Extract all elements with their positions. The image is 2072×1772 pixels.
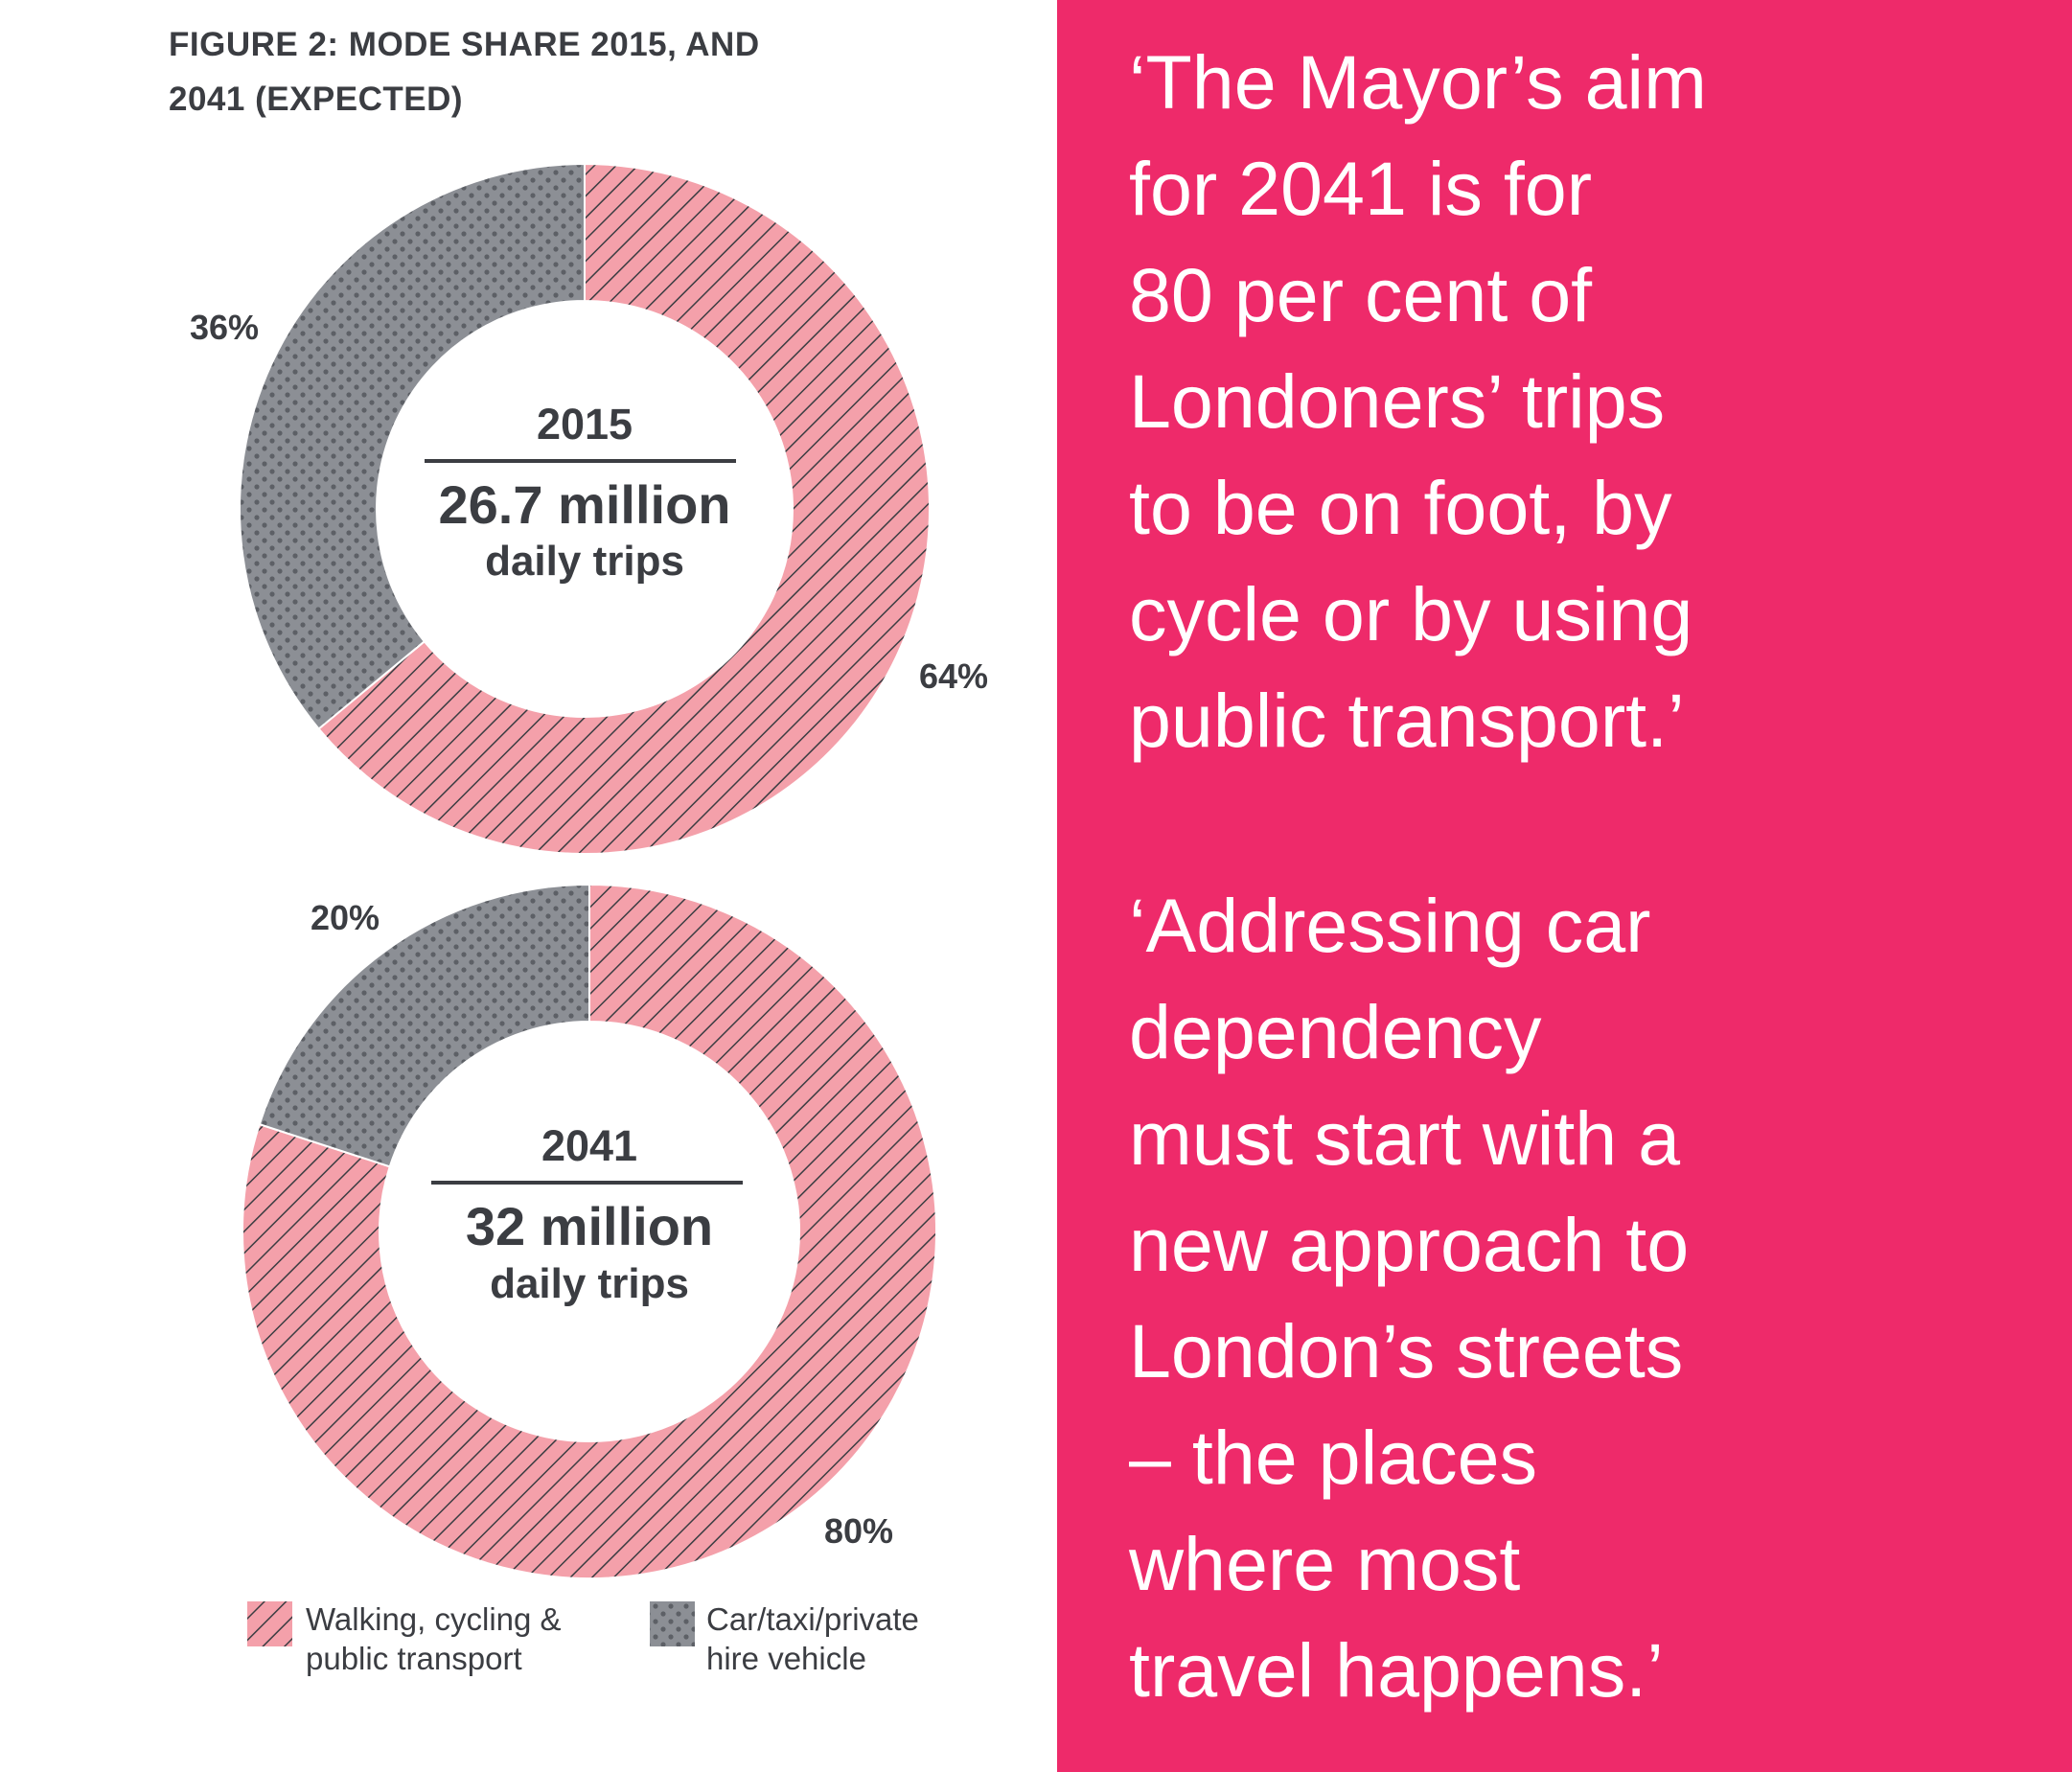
mayor-quote-line-5: to be on foot, by bbox=[1129, 465, 1672, 550]
addressing-quote-line-8: travel happens.’ bbox=[1129, 1627, 1664, 1713]
mayor-quote-line-7: public transport.’ bbox=[1129, 678, 1685, 763]
donut-2015-walking-pct: 64% bbox=[919, 656, 988, 696]
donut-2041-walking-pct: 80% bbox=[824, 1511, 893, 1551]
mayor-quote-line-6: cycle or by using bbox=[1129, 571, 1693, 656]
donut-2015-car-slice bbox=[239, 162, 586, 730]
figure-title: FIGURE 2: MODE SHARE 2015, AND 2041 (EXP… bbox=[169, 17, 878, 127]
legend-car-line-1: Car/taxi/private bbox=[706, 1601, 919, 1637]
mayor-quote-line-1: ‘The Mayor’s aim bbox=[1129, 39, 1707, 125]
legend-walking-line-1: Walking, cycling & bbox=[306, 1601, 562, 1637]
addressing-quote-line-1: ‘Addressing car bbox=[1129, 883, 1651, 968]
addressing-quote-line-7: where most bbox=[1129, 1521, 1521, 1606]
donut-2015-car-pct: 36% bbox=[190, 308, 259, 347]
donut-2041-car-pct: 20% bbox=[311, 898, 380, 937]
donut-2015-walking-slice bbox=[317, 162, 931, 855]
addressing-quote-line-6: – the places bbox=[1129, 1415, 1538, 1500]
mayor-quote-line-2: for 2041 is for bbox=[1129, 146, 1593, 231]
mayor-quote-line-4: Londoners’ trips bbox=[1129, 358, 1666, 444]
donut-2041: 2041 32 million daily trips 20% 80% bbox=[242, 883, 938, 1579]
legend-walking-line-2: public transport bbox=[306, 1641, 522, 1676]
donut-2041-year: 2041 bbox=[541, 1121, 637, 1170]
addressing-quote-line-3: must start with a bbox=[1129, 1095, 1681, 1181]
figure-title-line-2: 2041 (EXPECTED) bbox=[169, 81, 464, 118]
mode-share-donut-charts: 2015 26.7 million daily trips 36% 64% 20… bbox=[190, 162, 988, 1676]
quote-panel: ‘The Mayor’s aim for 2041 is for 80 per … bbox=[1057, 0, 2072, 1772]
figure-title-line-1: FIGURE 2: MODE SHARE 2015, AND bbox=[169, 26, 760, 63]
donut-2015-trips-value: 26.7 million bbox=[439, 474, 731, 535]
donut-2015: 2015 26.7 million daily trips 36% 64% bbox=[190, 162, 988, 855]
legend-car-line-2: hire vehicle bbox=[706, 1641, 866, 1676]
car-dependency-quote: ‘Addressing car dependency must start wi… bbox=[1129, 872, 1689, 1723]
addressing-quote-line-5: London’s streets bbox=[1129, 1308, 1684, 1393]
donut-2015-year: 2015 bbox=[537, 400, 633, 449]
legend-car-swatch bbox=[650, 1601, 695, 1646]
mayor-quote-line-3: 80 per cent of bbox=[1129, 252, 1593, 337]
donut-2015-trips-label: daily trips bbox=[485, 538, 684, 585]
mayor-aim-quote: ‘The Mayor’s aim for 2041 is for 80 per … bbox=[1129, 29, 1707, 773]
donut-2041-trips-label: daily trips bbox=[490, 1260, 689, 1307]
donut-2041-walking-slice bbox=[242, 883, 938, 1579]
donut-2041-car-slice bbox=[258, 883, 590, 1168]
legend: Walking, cycling & public transport Car/… bbox=[247, 1601, 919, 1676]
addressing-quote-line-4: new approach to bbox=[1129, 1202, 1690, 1287]
addressing-quote-line-2: dependency bbox=[1129, 989, 1542, 1074]
donut-2041-trips-value: 32 million bbox=[466, 1196, 713, 1256]
legend-walking-swatch bbox=[247, 1601, 292, 1646]
